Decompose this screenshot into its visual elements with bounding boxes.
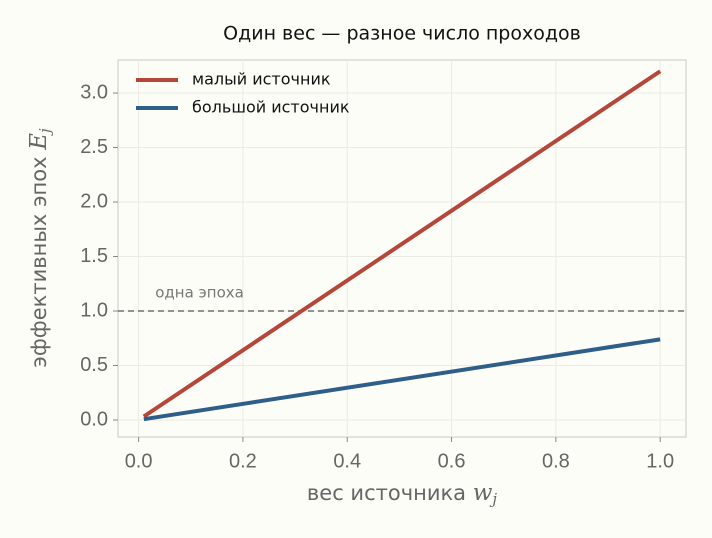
- y-tick-label: 1.5: [80, 245, 108, 267]
- y-tick-label: 2.5: [80, 136, 108, 158]
- series-line: [143, 337, 661, 422]
- y-tick-label: 1.0: [80, 299, 108, 321]
- x-label-symbol: w: [473, 480, 493, 506]
- x-tick-label: 0.0: [125, 450, 153, 472]
- y-tick-label: 0.0: [80, 408, 108, 430]
- x-tick-label: 0.6: [438, 450, 466, 472]
- x-label-sub: j: [489, 490, 497, 508]
- y-tick-label: 0.5: [80, 354, 108, 376]
- y-tick-label: 2.0: [80, 190, 108, 212]
- y-label-text: эффективных эпох: [27, 156, 51, 367]
- plot-area: [117, 59, 687, 438]
- y-axis-label: эффективных эпох Ej: [26, 128, 54, 368]
- x-tick-label: 0.8: [542, 450, 570, 472]
- chart-title: Один вес — разное число проходов: [223, 23, 581, 45]
- legend-label: малый источник: [192, 70, 331, 89]
- legend-label: большой источник: [192, 98, 350, 117]
- y-label-symbol: E: [26, 133, 52, 151]
- x-tick-label: 0.2: [229, 450, 257, 472]
- x-axis-label: вес источника wj: [307, 480, 498, 508]
- x-label-text: вес источника: [307, 481, 466, 505]
- series-line: [142, 69, 662, 419]
- x-tick-label: 0.4: [333, 450, 361, 472]
- y-tick-label: 3.0: [80, 81, 108, 103]
- annotation: одна эпоха: [155, 284, 244, 302]
- x-tick-label: 1.0: [646, 450, 674, 472]
- y-label-sub: j: [36, 128, 54, 136]
